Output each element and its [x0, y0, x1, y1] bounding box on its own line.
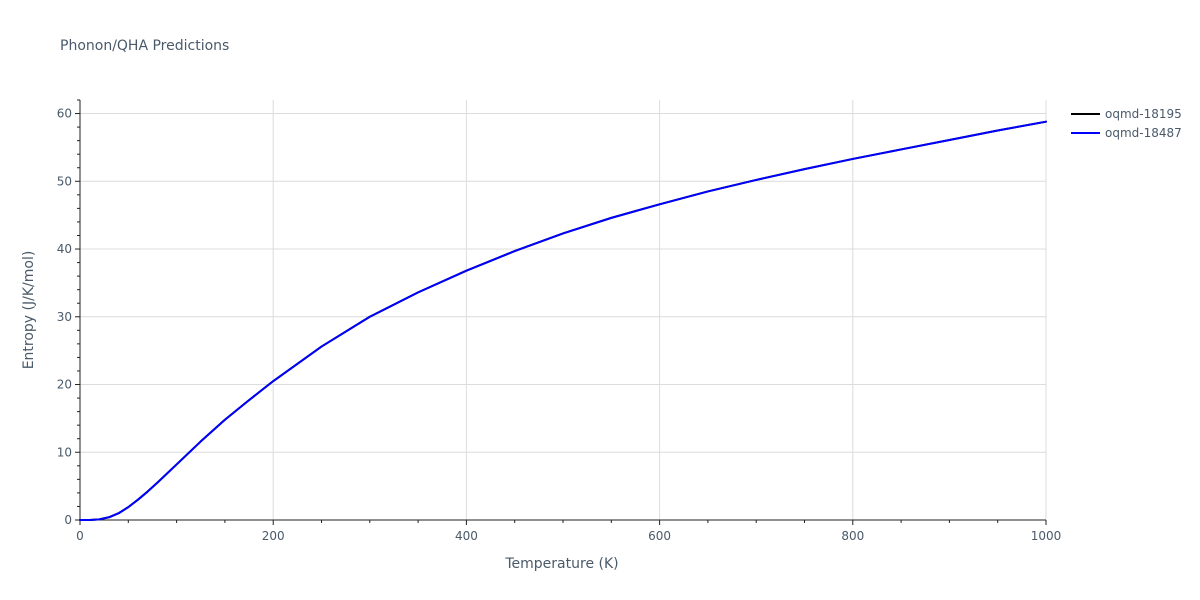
chart-title: Phonon/QHA Predictions [60, 38, 229, 54]
legend-item-oqmd-18487[interactable]: oqmd-18487 [1071, 126, 1182, 140]
x-axis-title: Temperature (K) [504, 556, 618, 572]
legend-label: oqmd-18195 [1105, 107, 1182, 121]
y-tick-label: 10 [57, 445, 72, 459]
x-tick-label: 800 [841, 529, 864, 543]
legend: oqmd-18195 oqmd-18487 [1071, 107, 1182, 140]
x-tick-label: 1000 [1031, 529, 1062, 543]
y-tick-label: 20 [57, 378, 72, 392]
y-tick-label: 40 [57, 242, 72, 256]
x-tick-label: 400 [455, 529, 478, 543]
y-tick-label: 0 [64, 513, 72, 527]
x-tick-label: 0 [76, 529, 84, 543]
y-tick-label: 50 [57, 174, 72, 188]
x-tick-label: 600 [648, 529, 671, 543]
legend-label: oqmd-18487 [1105, 126, 1182, 140]
series-line-oqmd-18487 [79, 120, 1047, 521]
x-tick-label: 200 [262, 529, 285, 543]
series-layer [79, 120, 1047, 521]
grid-layer [80, 100, 1047, 520]
axis-layer: 0 200 400 600 800 1000 0 10 20 30 40 50 60 [57, 99, 1062, 543]
y-tick-label: 30 [57, 310, 72, 324]
y-tick-label: 60 [57, 107, 72, 121]
legend-item-oqmd-18195[interactable]: oqmd-18195 [1071, 107, 1182, 121]
y-axis-title: Entropy (J/K/mol) [21, 251, 37, 370]
